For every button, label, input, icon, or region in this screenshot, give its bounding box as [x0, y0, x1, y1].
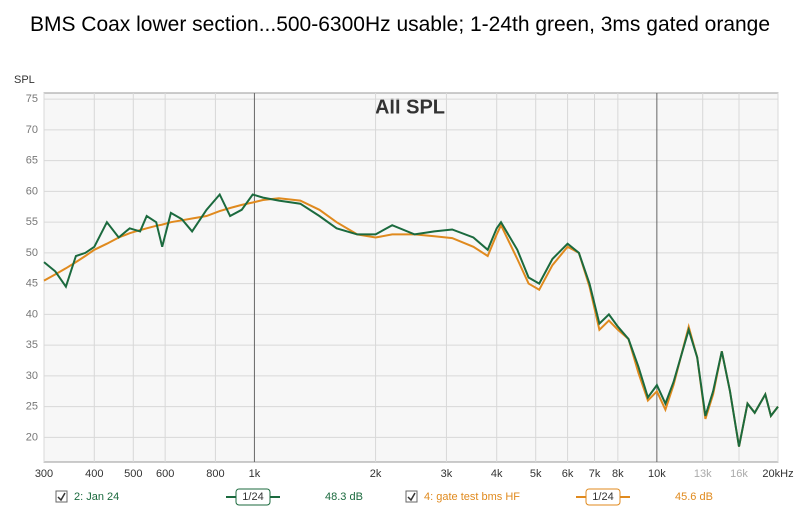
legend-smoothing-box[interactable]: [585, 488, 621, 506]
y-tick-label: 25: [26, 401, 38, 413]
x-tick-label: 3k: [441, 468, 453, 480]
y-tick-label: 60: [26, 185, 38, 197]
legend-check: [407, 492, 416, 502]
y-axis-label: SPL: [14, 74, 35, 86]
x-tick-label: 8k: [612, 468, 624, 480]
y-tick-label: 55: [26, 216, 38, 228]
annotation: All SPL: [375, 96, 445, 118]
y-tick-label: 30: [26, 370, 38, 382]
x-tick-label: 6k: [562, 468, 574, 480]
y-tick-label: 40: [26, 308, 38, 320]
legend-checkbox[interactable]: [55, 490, 68, 503]
x-tick-label: 2k: [370, 468, 382, 480]
legend-label: 2: Jan 24: [74, 491, 119, 503]
x-tick-label: 1k: [249, 468, 261, 480]
legend-label: 4: gate test bms HF: [424, 491, 520, 503]
x-tick-label: 400: [85, 468, 103, 480]
x-tick-label: 800: [206, 468, 224, 480]
x-tick-label: 4k: [491, 468, 503, 480]
y-tick-label: 50: [26, 247, 38, 259]
series-line: [43, 192, 779, 447]
x-tick-label: 13k: [694, 468, 712, 480]
y-tick-label: 70: [26, 124, 38, 136]
x-tick-label: 7k: [589, 468, 601, 480]
y-tick-label: 20: [26, 431, 38, 443]
legend-level: 45.6 dB: [675, 491, 713, 503]
x-tick-label: 300: [35, 468, 53, 480]
legend-level: 48.3 dB: [325, 491, 363, 503]
x-tick-label: 20kHz: [762, 468, 793, 480]
legend-smoothing-box[interactable]: [235, 488, 271, 506]
legend-smoothing: 1/24: [592, 491, 613, 503]
y-tick-label: 35: [26, 339, 38, 351]
x-tick-label: 600: [156, 468, 174, 480]
x-tick-label: 10k: [648, 468, 666, 480]
x-tick-label: 500: [124, 468, 142, 480]
x-tick-label: 16k: [730, 468, 748, 480]
legend-checkbox[interactable]: [405, 490, 418, 503]
y-tick-label: 75: [26, 93, 38, 105]
x-tick-label: 5k: [530, 468, 542, 480]
chart-title: BMS Coax lower section...500-6300Hz usab…: [29, 13, 771, 36]
y-tick-label: 65: [26, 155, 38, 167]
y-tick-label: 45: [26, 278, 38, 290]
legend-check: [57, 492, 66, 502]
legend-smoothing: 1/24: [242, 491, 263, 503]
